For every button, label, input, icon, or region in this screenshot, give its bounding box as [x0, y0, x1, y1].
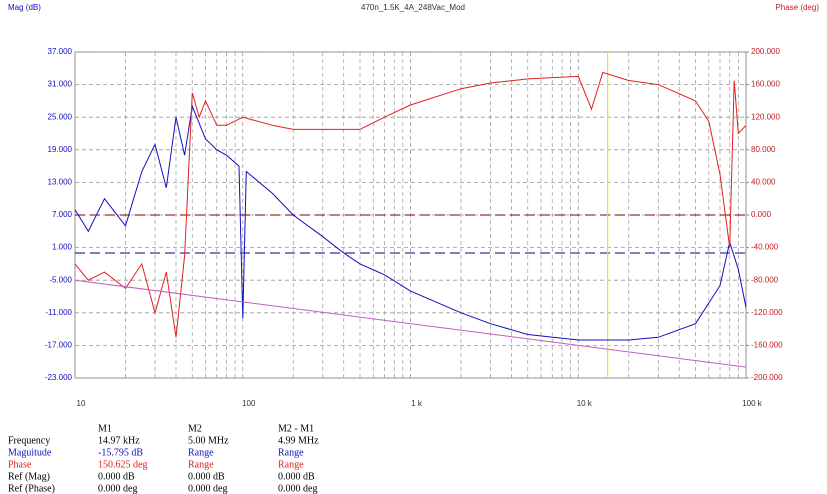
table-header: M2: [188, 423, 202, 434]
y2-tick-label: -120.000: [751, 308, 783, 317]
table-cell: 150.625 deg: [98, 459, 147, 470]
row-label: Frequency: [8, 435, 50, 446]
series-line: [74, 279, 747, 368]
y2-tick-label: -160.000: [751, 341, 783, 350]
chart-title: 470n_1.5K_4A_248Vac_Mod: [361, 3, 465, 12]
y2-tick-label: -40.000: [751, 243, 779, 252]
table-cell: 0.000 dB: [278, 471, 315, 482]
y-tick-label: -5.000: [49, 275, 72, 284]
y2-tick-label: 160.000: [751, 80, 780, 89]
table-cell: Range: [278, 447, 304, 458]
y2-tick-label: -80.000: [751, 275, 779, 284]
x-tick-label: 10: [77, 399, 86, 408]
table-cell: Range: [188, 459, 214, 470]
table-cell: -15.795 dB: [98, 447, 143, 458]
x-tick-label: 100 k: [742, 399, 763, 408]
table-cell: 5.00 MHz: [188, 435, 229, 446]
table-header: M1: [98, 423, 112, 434]
y-tick-label: 1.000: [52, 243, 73, 252]
table-cell: 0.000 deg: [278, 483, 317, 494]
x-tick-label: 100: [242, 399, 256, 408]
y-tick-label: 13.000: [48, 178, 73, 187]
row-label: Ref (Mag): [8, 471, 50, 482]
y-tick-label: -17.000: [45, 341, 73, 350]
y-tick-label: 19.000: [48, 145, 73, 154]
series-line: [74, 71, 747, 338]
x-tick-label: 1 k: [411, 399, 423, 408]
y2-tick-label: 120.000: [751, 112, 780, 121]
table-cell: 0.000 deg: [98, 483, 137, 494]
y-tick-label: 25.000: [48, 112, 73, 121]
series-line: [74, 104, 747, 341]
table-cell: 0.000 deg: [188, 483, 227, 494]
row-label: Maguitude: [8, 447, 52, 458]
table-cell: 4.99 MHz: [278, 435, 319, 446]
y-tick-label: 7.000: [52, 210, 73, 219]
y2-axis-label: Phase (deg): [775, 3, 819, 12]
y2-tick-label: -200.000: [751, 373, 783, 382]
row-label: Ref (Phase): [8, 483, 55, 494]
table-cell: Range: [278, 459, 304, 470]
y2-tick-label: 0.000: [751, 210, 772, 219]
y-tick-label: 37.000: [48, 47, 73, 56]
table-header: M2 - M1: [278, 423, 314, 434]
table-cell: 14.97 kHz: [98, 435, 140, 446]
y2-tick-label: 200.000: [751, 47, 780, 56]
row-label: Phase: [8, 459, 32, 470]
y-tick-label: 31.000: [48, 80, 73, 89]
table-cell: 0.000 dB: [188, 471, 225, 482]
y2-tick-label: 80.000: [751, 145, 776, 154]
table-cell: Range: [188, 447, 214, 458]
y-tick-label: -11.000: [45, 308, 72, 317]
y2-tick-label: 40.000: [751, 178, 776, 187]
y-tick-label: -23.000: [45, 373, 73, 382]
y-axis-label: Mag (dB): [8, 3, 41, 12]
table-cell: 0.000 dB: [98, 471, 135, 482]
x-tick-label: 10 k: [577, 399, 593, 408]
